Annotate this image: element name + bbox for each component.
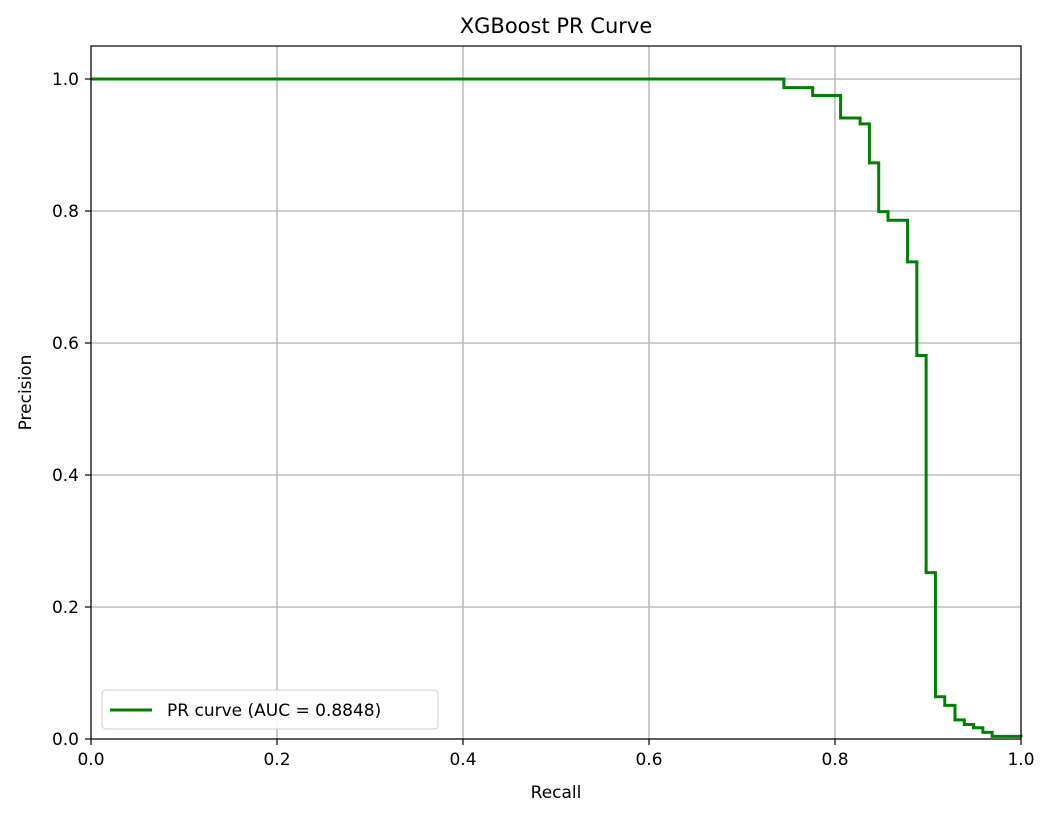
y-axis-title: Precision bbox=[16, 355, 36, 431]
x-tick-label: 0.4 bbox=[449, 750, 476, 770]
legend: PR curve (AUC = 0.8848) bbox=[101, 689, 439, 730]
chart-title: XGBoost PR Curve bbox=[460, 14, 653, 38]
tick-layer: 0.0 0.2 0.4 0.6 0.8 1.0 0.0 0.2 0.4 0.6 0.8 1.0 bbox=[52, 70, 1035, 770]
x-tick-label: 0.6 bbox=[635, 750, 662, 770]
y-tick-label: 0.0 bbox=[52, 730, 79, 750]
x-axis-title: Recall bbox=[531, 783, 582, 803]
x-tick-label: 0.0 bbox=[77, 750, 104, 770]
y-tick-label: 0.4 bbox=[52, 466, 79, 486]
plot-frame bbox=[90, 45, 1022, 740]
y-tick-label: 0.6 bbox=[52, 334, 79, 354]
x-tick-label: 1.0 bbox=[1007, 750, 1034, 770]
y-tick-label: 0.8 bbox=[52, 202, 79, 222]
grid-lines bbox=[90, 46, 1022, 740]
series-layer bbox=[91, 77, 1023, 738]
y-tick-label: 0.2 bbox=[52, 598, 79, 618]
x-tick-label: 0.2 bbox=[263, 750, 290, 770]
x-tick-label: 0.8 bbox=[821, 750, 848, 770]
pr-curve-line bbox=[91, 77, 1023, 738]
y-tick-label: 1.0 bbox=[52, 70, 79, 90]
legend-entry-label: PR curve (AUC = 0.8848) bbox=[167, 701, 381, 721]
legend-box bbox=[101, 689, 439, 730]
